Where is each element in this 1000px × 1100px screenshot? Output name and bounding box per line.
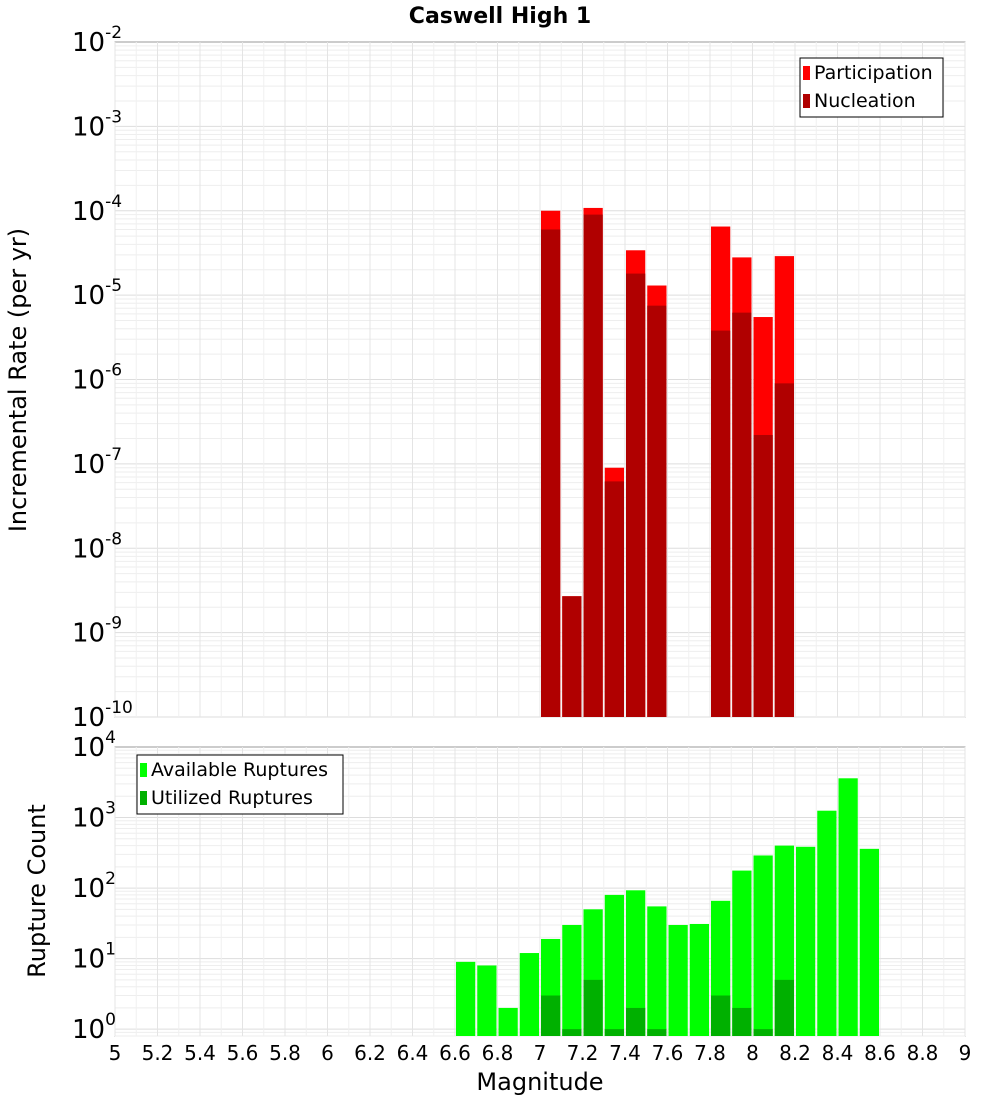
count-y-tick-label: 104 xyxy=(72,728,116,763)
nucleation-bar xyxy=(583,214,603,718)
count-legend-box xyxy=(136,754,344,815)
available-ruptures-bar xyxy=(859,848,879,1036)
rate-y-tick-label: 10-5 xyxy=(72,276,122,311)
utilized-legend-label: Utilized Ruptures xyxy=(151,787,313,809)
nucleation-bar xyxy=(774,383,794,717)
rate-y-tick-label: 10-10 xyxy=(72,698,133,733)
nucleation-bar xyxy=(541,229,561,717)
nucleation-bar xyxy=(604,481,624,717)
rate-y-tick-label: 10-8 xyxy=(72,529,122,564)
available-ruptures-bar xyxy=(838,778,858,1036)
magnitude-tick-label: 7.6 xyxy=(652,1041,684,1065)
count-y-axis-label: Rupture Count xyxy=(23,804,51,978)
magnitude-tick-label: 5.6 xyxy=(227,1041,259,1065)
magnitude-tick-label: 5.8 xyxy=(269,1041,301,1065)
available-ruptures-bar xyxy=(498,1007,518,1036)
utilized-ruptures-bar xyxy=(647,1029,667,1036)
rate-legend: Participation Nucleation xyxy=(799,57,944,118)
available-ruptures-bar xyxy=(796,846,816,1036)
magnitude-tick-label: 9 xyxy=(959,1041,972,1065)
magnitude-tick-label: 6.8 xyxy=(482,1041,514,1065)
available-ruptures-bar xyxy=(732,870,752,1036)
rate-y-tick-label: 10-7 xyxy=(72,445,122,480)
magnitude-tick-label: 8.6 xyxy=(864,1041,896,1065)
utilized-ruptures-bar xyxy=(562,1029,582,1036)
magnitude-tick-label: 7.4 xyxy=(609,1041,641,1065)
rate-y-axis-label: Incremental Rate (per yr) xyxy=(4,228,32,532)
magnitude-tick-label: 6.6 xyxy=(439,1041,471,1065)
available-ruptures-bar xyxy=(817,810,837,1036)
utilized-ruptures-bar xyxy=(732,1007,752,1036)
available-ruptures-bar xyxy=(668,924,688,1036)
rate-y-tick-label: 10-4 xyxy=(72,192,122,227)
available-ruptures-bar xyxy=(689,923,709,1036)
nucleation-bar xyxy=(753,434,773,717)
magnitude-tick-label: 8 xyxy=(746,1041,759,1065)
magnitude-tick-label: 5 xyxy=(109,1041,122,1065)
utilized-ruptures-bar xyxy=(626,1007,646,1036)
magnitude-tick-label: 5.4 xyxy=(184,1041,216,1065)
rupture-count-panel: 100 101 102 103 104 5 5.2 5.4 5.6 5.8 6 6.2 6.4 6.6 6… xyxy=(23,728,971,1096)
count-y-tick-label: 103 xyxy=(72,799,116,834)
utilized-ruptures-bar xyxy=(711,995,731,1036)
magnitude-tick-label: 7.2 xyxy=(567,1041,599,1065)
chart-title: Caswell High 1 xyxy=(409,4,591,29)
available-ruptures-bar xyxy=(626,890,646,1036)
magnitude-x-axis-label: Magnitude xyxy=(476,1068,603,1096)
rate-grid xyxy=(114,42,966,718)
nucleation-bar xyxy=(732,312,752,717)
count-y-tick-label: 101 xyxy=(72,940,116,975)
available-ruptures-bar xyxy=(477,965,497,1036)
magnitude-tick-label: 5.2 xyxy=(142,1041,174,1065)
magnitude-tick-label: 6.4 xyxy=(397,1041,429,1065)
magnitude-tick-label: 6.2 xyxy=(354,1041,386,1065)
rate-legend-box xyxy=(799,57,944,118)
available-ruptures-bar xyxy=(519,953,539,1036)
nucleation-bar xyxy=(711,330,731,717)
count-bars xyxy=(456,778,879,1036)
participation-legend-label: Participation xyxy=(814,62,933,84)
available-ruptures-bar xyxy=(647,906,667,1036)
magnitude-tick-label: 7 xyxy=(534,1041,547,1065)
participation-legend-swatch xyxy=(803,66,810,80)
count-y-tick-label: 102 xyxy=(72,869,116,904)
available-ruptures-bar xyxy=(604,894,624,1036)
magnitude-tick-label: 8.2 xyxy=(779,1041,811,1065)
utilized-ruptures-bar xyxy=(541,995,561,1036)
utilized-ruptures-bar xyxy=(753,1029,773,1036)
nucleation-bar xyxy=(562,596,582,717)
magnitude-tick-label: 8.8 xyxy=(907,1041,939,1065)
nucleation-bar xyxy=(647,305,667,717)
available-legend-swatch xyxy=(140,763,147,777)
utilized-legend-swatch xyxy=(140,791,147,805)
rate-bars xyxy=(541,207,794,718)
nucleation-legend-swatch xyxy=(803,94,810,108)
count-y-tick-label: 100 xyxy=(72,1010,116,1045)
nucleation-legend-label: Nucleation xyxy=(814,90,916,112)
available-ruptures-bar xyxy=(456,961,476,1036)
count-legend: Available Ruptures Utilized Ruptures xyxy=(136,754,344,815)
utilized-ruptures-bar xyxy=(583,979,603,1036)
available-ruptures-bar xyxy=(753,855,773,1036)
utilized-ruptures-bar xyxy=(604,1029,624,1036)
available-ruptures-bar xyxy=(562,924,582,1036)
utilized-ruptures-bar xyxy=(774,979,794,1036)
magnitude-tick-label: 7.8 xyxy=(694,1041,726,1065)
nucleation-bar xyxy=(626,273,646,717)
count-y-ticks: 100 101 102 103 104 xyxy=(72,728,116,1045)
magnitude-tick-label: 6 xyxy=(321,1041,334,1065)
available-legend-label: Available Ruptures xyxy=(151,759,328,781)
magnitude-tick-label: 8.4 xyxy=(822,1041,854,1065)
magnitude-x-ticks: 5 5.2 5.4 5.6 5.8 6 6.2 6.4 6.6 6.8 7 7.2 7.4 7.6 7.8 8… xyxy=(109,1041,972,1065)
